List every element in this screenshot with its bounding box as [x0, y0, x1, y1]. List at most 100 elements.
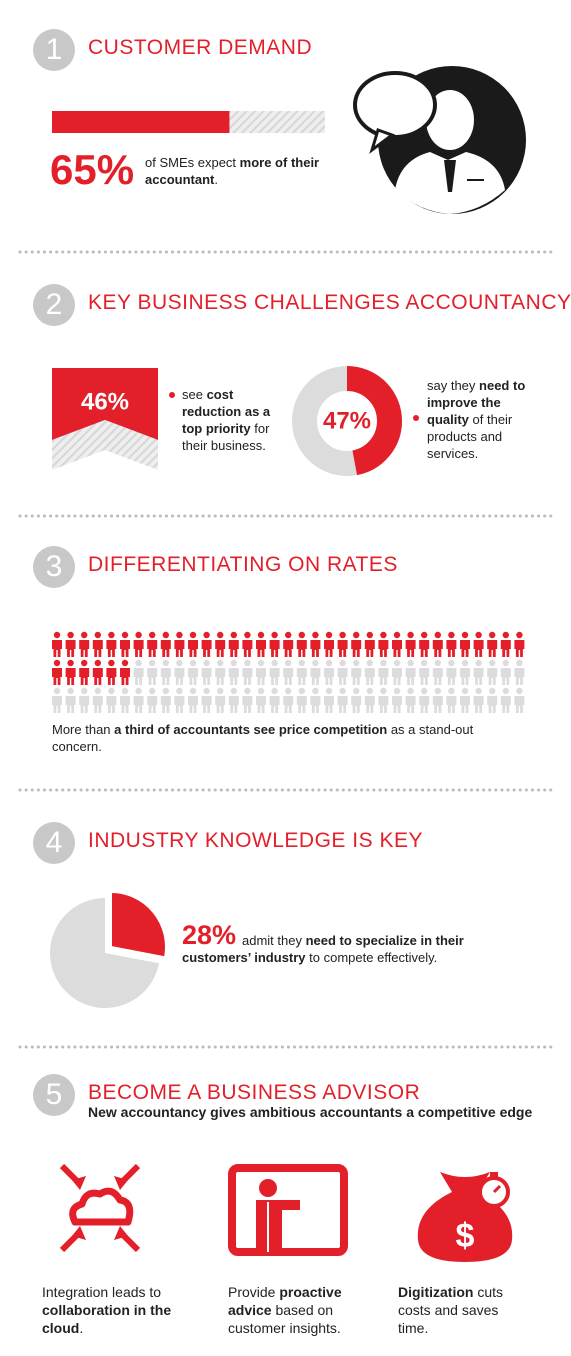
body	[133, 696, 144, 713]
head	[203, 631, 210, 639]
body	[378, 696, 389, 713]
head	[461, 631, 469, 639]
body	[405, 640, 416, 657]
body	[160, 696, 171, 713]
caption: admit they need to specialize in their c…	[182, 932, 492, 966]
head	[380, 687, 387, 695]
head	[108, 631, 115, 639]
head	[217, 659, 224, 667]
head	[448, 631, 455, 639]
body	[432, 640, 443, 657]
body	[65, 640, 76, 657]
person-icon	[432, 631, 443, 657]
stat: 47%	[323, 407, 371, 434]
person-icon	[283, 631, 294, 657]
body	[133, 668, 144, 685]
head	[135, 659, 142, 667]
body	[119, 668, 130, 685]
body	[310, 668, 321, 685]
person-icon	[188, 687, 198, 713]
caption: Integration leads to collaboration in th…	[42, 1283, 172, 1337]
body	[79, 696, 90, 713]
caption: Digitization cuts costs and saves time.	[398, 1283, 528, 1337]
head	[421, 687, 428, 695]
person-icon	[174, 631, 185, 657]
stat: 46%	[81, 388, 129, 415]
person-icon	[52, 687, 62, 713]
bold-text: need to improve the quality	[427, 378, 526, 427]
body	[174, 668, 185, 685]
head	[366, 631, 373, 639]
body	[351, 640, 362, 657]
head	[366, 659, 373, 667]
body	[283, 640, 294, 657]
svg-text:$: $	[456, 1217, 475, 1255]
body	[119, 640, 130, 657]
body	[92, 696, 103, 713]
body	[337, 640, 348, 657]
person-icon	[188, 659, 198, 685]
body	[283, 696, 294, 713]
section-number: 4	[46, 826, 63, 859]
person-icon	[446, 659, 457, 685]
body	[500, 668, 511, 685]
person-icon	[133, 687, 144, 713]
head	[502, 631, 509, 639]
body	[392, 696, 402, 713]
text: of their products and services.	[427, 412, 513, 461]
body	[392, 640, 402, 657]
person-icon	[351, 631, 362, 657]
body	[65, 696, 76, 713]
head	[380, 659, 387, 667]
person-icon	[296, 687, 307, 713]
person-icon	[201, 659, 212, 685]
person-icon	[487, 687, 498, 713]
person-icon	[65, 631, 76, 657]
body	[500, 640, 511, 657]
body	[147, 640, 158, 657]
person-icon	[514, 687, 525, 713]
cloud-icon	[59, 1163, 141, 1253]
head	[298, 631, 305, 639]
person-icon	[324, 631, 334, 657]
text: based on customer insights.	[228, 1302, 341, 1336]
head	[67, 631, 74, 639]
body	[119, 696, 130, 713]
head	[230, 687, 237, 695]
body	[500, 696, 511, 713]
head	[257, 687, 265, 695]
separators	[18, 250, 557, 1049]
bold-text: a third of accountants see price competi…	[114, 722, 388, 737]
head	[475, 631, 482, 639]
person-icon	[256, 659, 266, 685]
head	[393, 631, 401, 639]
body	[106, 668, 117, 685]
body	[473, 640, 484, 657]
caption: Provide proactive advice based on custom…	[228, 1283, 358, 1337]
number-badge	[33, 1074, 75, 1116]
head	[312, 687, 319, 695]
body	[147, 696, 158, 713]
head	[434, 631, 441, 639]
text: see	[182, 387, 207, 402]
body	[310, 640, 321, 657]
person-icon	[133, 659, 144, 685]
head	[339, 687, 346, 695]
head	[489, 687, 496, 695]
person-icon	[364, 659, 375, 685]
head	[325, 659, 333, 667]
head	[489, 659, 496, 667]
body	[378, 640, 389, 657]
head	[121, 631, 129, 639]
text: cuts costs and saves time.	[398, 1284, 504, 1336]
avatar-icon	[353, 66, 526, 214]
person-icon	[296, 659, 307, 685]
person-icon	[215, 659, 226, 685]
money-bag-icon: $	[417, 1172, 513, 1262]
bold-text: proactive advice	[228, 1284, 342, 1318]
person-icon	[473, 631, 484, 657]
head	[353, 659, 360, 667]
person-icon	[92, 687, 103, 713]
section-number: 5	[46, 1078, 63, 1111]
